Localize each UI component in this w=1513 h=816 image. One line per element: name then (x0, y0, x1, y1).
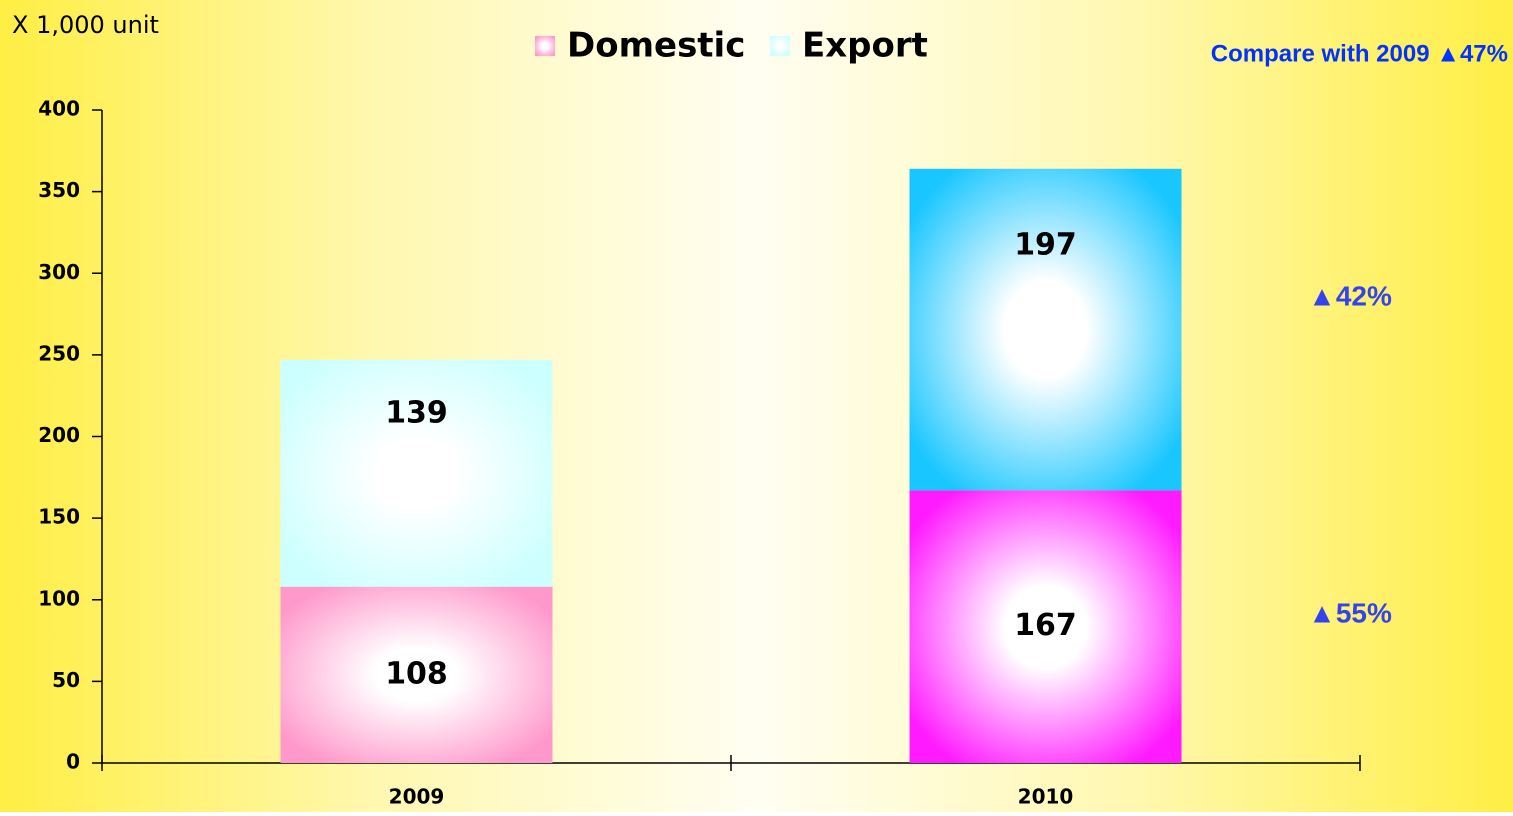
y-tick-label: 250 (38, 341, 80, 365)
y-tick-label: 50 (52, 668, 80, 692)
legend-swatch (535, 36, 555, 56)
bar-segment (280, 586, 553, 763)
value-label: 197 (1014, 227, 1077, 262)
bar-segment (909, 168, 1182, 491)
legend-label: Domestic (567, 26, 745, 66)
x-tick-label: 2010 (1018, 785, 1074, 809)
legend-swatch (770, 36, 790, 56)
y-tick-label: 100 (38, 586, 80, 610)
legend-label: Export (802, 26, 928, 66)
x-tick-label: 2009 (389, 785, 445, 809)
y-tick-label: 0 (66, 750, 80, 774)
value-label: 139 (385, 396, 448, 431)
annotation: Compare with 2009 ▲47% (1211, 40, 1508, 67)
unit-label: X 1,000 unit (12, 11, 159, 39)
y-tick-label: 150 (38, 505, 80, 529)
y-tick-label: 300 (38, 260, 80, 284)
y-tick-label: 200 (38, 423, 80, 447)
y-tick-label: 350 (38, 178, 80, 202)
annotation: ▲55% (1308, 597, 1392, 628)
value-label: 167 (1014, 608, 1077, 643)
y-tick-label: 400 (38, 97, 80, 121)
bar-segment (280, 359, 553, 587)
bar-segment (909, 490, 1182, 763)
annotation: ▲42% (1308, 280, 1392, 311)
value-label: 108 (385, 656, 448, 691)
